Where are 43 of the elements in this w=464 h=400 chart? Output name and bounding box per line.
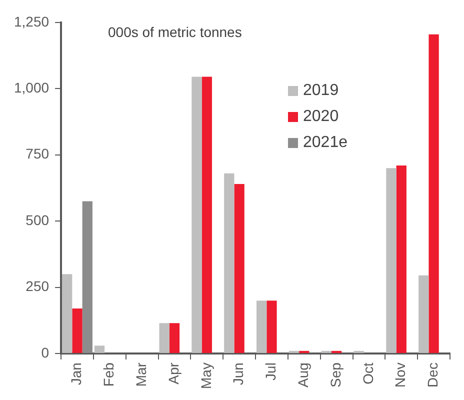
legend-label: 2019 bbox=[303, 82, 339, 100]
x-tick-label: Apr bbox=[165, 362, 182, 384]
y-tick-label: 1,250 bbox=[14, 13, 50, 30]
x-tick-label: Sep bbox=[327, 362, 344, 388]
bar bbox=[192, 76, 202, 354]
bar bbox=[72, 308, 82, 354]
x-tick-label: Aug bbox=[294, 362, 311, 388]
bar bbox=[94, 346, 105, 354]
bar bbox=[418, 275, 429, 354]
bar bbox=[234, 184, 244, 354]
x-tick-label: Jul bbox=[262, 362, 279, 380]
bar bbox=[266, 300, 277, 354]
x-tick-label: Nov bbox=[392, 362, 408, 388]
x-tick-label: Dec bbox=[424, 362, 441, 388]
x-tick-label: Oct bbox=[360, 362, 376, 384]
bar bbox=[224, 173, 234, 354]
x-tick-label: Feb bbox=[100, 362, 117, 387]
legend-label: 2021e bbox=[303, 134, 348, 152]
bar bbox=[386, 168, 396, 354]
bar bbox=[331, 350, 342, 354]
x-tick-label: Jan bbox=[68, 362, 84, 386]
y-tick-label: 500 bbox=[26, 212, 50, 228]
y-tick-label: 1,000 bbox=[14, 79, 50, 96]
x-tick-label: Jun bbox=[230, 362, 246, 386]
y-tick-label: 0 bbox=[41, 344, 50, 360]
bar bbox=[428, 34, 439, 354]
legend-label: 2020 bbox=[303, 108, 339, 126]
y-tick-label: 250 bbox=[26, 278, 50, 294]
y-tick-label: 750 bbox=[26, 146, 50, 162]
bar bbox=[82, 201, 92, 354]
bar bbox=[288, 350, 300, 354]
bar bbox=[354, 350, 364, 354]
chart-subtitle: 000s of metric tonnes bbox=[108, 24, 242, 40]
bar bbox=[202, 76, 212, 354]
x-tick-label: Mar bbox=[132, 362, 149, 387]
bar bbox=[256, 300, 267, 354]
bar bbox=[321, 350, 332, 354]
bar bbox=[299, 350, 310, 354]
x-tick-label: May bbox=[198, 362, 214, 390]
bar bbox=[159, 323, 170, 354]
bar bbox=[169, 323, 180, 354]
bar bbox=[396, 165, 406, 354]
bar bbox=[62, 274, 72, 354]
